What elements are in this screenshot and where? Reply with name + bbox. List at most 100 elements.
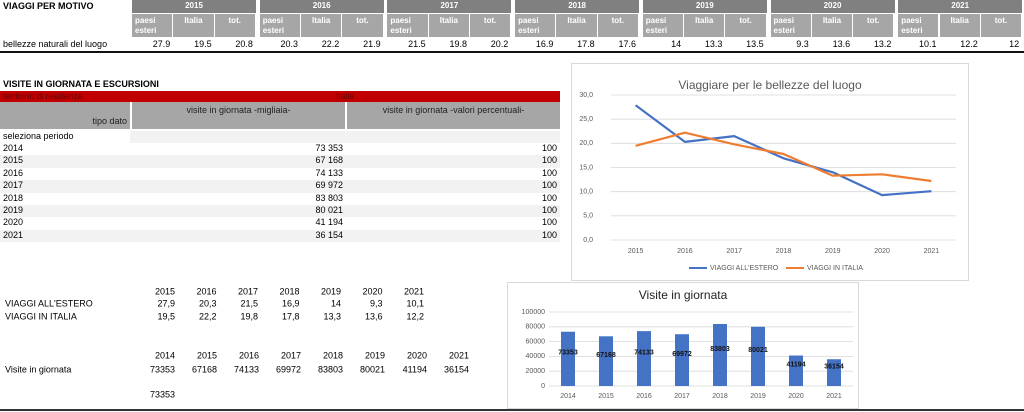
subheader: paesi esteri: [132, 14, 174, 37]
y-tick-label: 100000: [522, 309, 545, 316]
series-value: 9,3: [370, 298, 383, 308]
visits-value: 69972: [276, 364, 301, 374]
visits-value: 67168: [192, 364, 217, 374]
filter-label: territorio di residenza: [3, 91, 83, 101]
subheader: paesi esteri: [515, 14, 557, 37]
row-percent: 100: [541, 167, 557, 178]
data-label: 41194: [786, 362, 805, 369]
row-stripe: [0, 155, 560, 168]
visits-value: 83803: [318, 364, 343, 374]
subheader: tot.: [980, 14, 1023, 37]
period-stripe: [130, 131, 560, 143]
row-stripe: [0, 205, 560, 218]
visits-value: 73353: [150, 364, 175, 374]
series-line: [635, 131, 932, 183]
row-thousands: 36 154: [315, 229, 343, 240]
subheader: paesi esteri: [770, 14, 812, 37]
table-value: 20.2: [490, 39, 509, 49]
bar: [751, 326, 765, 386]
table-value: 14: [671, 39, 682, 49]
x-tick-label: 2018: [776, 248, 792, 255]
row-percent: 100: [541, 217, 557, 228]
year-header: 2016: [259, 0, 384, 13]
visits-label: Visite in giornata: [5, 364, 71, 374]
y-tick-label: 0: [541, 383, 545, 390]
y-tick-label: 5,0: [583, 213, 593, 220]
row-stripe: [0, 229, 560, 243]
column-header: visite in giornata -migliaia-: [130, 102, 345, 129]
year-b: 2016: [239, 350, 259, 360]
table-value: 19.5: [194, 39, 212, 49]
table-value: 9.3: [796, 39, 809, 49]
subheader: Italia: [684, 14, 726, 37]
bar: [827, 359, 841, 386]
year-header: 2017: [387, 0, 512, 13]
table-value: 22.2: [321, 39, 340, 49]
series-value: 16,9: [282, 298, 300, 308]
row-thousands: 69 972: [315, 180, 343, 191]
subheader: tot.: [597, 14, 639, 37]
row-year: 2021: [3, 229, 24, 240]
x-tick-label: 2019: [750, 393, 766, 400]
year-header: 2018: [515, 0, 640, 13]
y-tick-label: 15,0: [579, 164, 593, 171]
series-value: 13,3: [323, 311, 341, 321]
year-header: 2019: [642, 0, 767, 13]
series-value: 13,6: [365, 311, 383, 321]
subheader: Italia: [811, 14, 854, 37]
x-tick-label: 2018: [712, 393, 728, 400]
row-thousands: 41 194: [315, 217, 343, 228]
subheader: Italia: [939, 14, 981, 37]
row-header: tipo dato: [92, 116, 127, 126]
subheader: paesi esteri: [642, 14, 685, 37]
table-value: 13.5: [746, 39, 764, 49]
x-tick-label: 2020: [874, 248, 890, 255]
x-tick-label: 2019: [825, 248, 841, 255]
series-value: 14: [331, 298, 341, 308]
series-value: 21,5: [240, 298, 258, 308]
year-header: 2020: [770, 0, 895, 13]
table-value: 13.2: [873, 39, 892, 49]
table-value: 16.9: [535, 39, 554, 49]
data-label: 36154: [824, 363, 844, 370]
year-a: 2020: [362, 286, 382, 296]
row-thousands: 83 803: [315, 192, 343, 203]
row-percent: 100: [541, 180, 557, 191]
row-percent: 100: [541, 205, 557, 215]
series-value: 20,3: [199, 298, 217, 308]
subheader: Italia: [173, 14, 215, 37]
legend-label: VIAGGI IN ITALIA: [807, 265, 863, 272]
table-value: 13.3: [704, 39, 723, 49]
y-tick-label: 10,0: [579, 189, 593, 196]
row-label: bellezze naturali del luogo: [3, 39, 108, 49]
x-tick-label: 2017: [726, 248, 742, 255]
x-tick-label: 2020: [788, 393, 804, 400]
series-value: 22,2: [199, 311, 217, 321]
table-value: 12.2: [960, 39, 978, 49]
year-header: 2021: [898, 0, 1023, 13]
row-year: 2016: [3, 167, 24, 178]
table-value: 20.8: [235, 39, 253, 49]
y-tick-label: 40000: [526, 353, 546, 360]
visits-value: 80021: [360, 364, 385, 374]
row-rule: [0, 51, 1024, 53]
row-thousands: 74 133: [315, 167, 343, 178]
visits-value: 74133: [234, 364, 259, 374]
legend-label: VIAGGI ALL'ESTERO: [710, 265, 779, 272]
series-value: 17,8: [282, 311, 300, 321]
year-b: 2019: [365, 350, 385, 360]
row-percent: 100: [541, 143, 557, 153]
column-header: visite in giornata -valori percentuali-: [345, 102, 560, 129]
y-tick-label: 20000: [526, 368, 546, 375]
series-value: 10,1: [406, 298, 424, 308]
row-percent: 100: [541, 229, 557, 240]
table-value: 12: [1009, 39, 1020, 49]
subheader: paesi esteri: [259, 14, 301, 37]
row-year: 2020: [3, 217, 24, 228]
x-tick-label: 2016: [636, 393, 652, 400]
subheader: tot.: [470, 14, 512, 37]
year-a: 2015: [155, 286, 175, 296]
subheader: Italia: [428, 14, 470, 37]
bar: [637, 331, 651, 386]
